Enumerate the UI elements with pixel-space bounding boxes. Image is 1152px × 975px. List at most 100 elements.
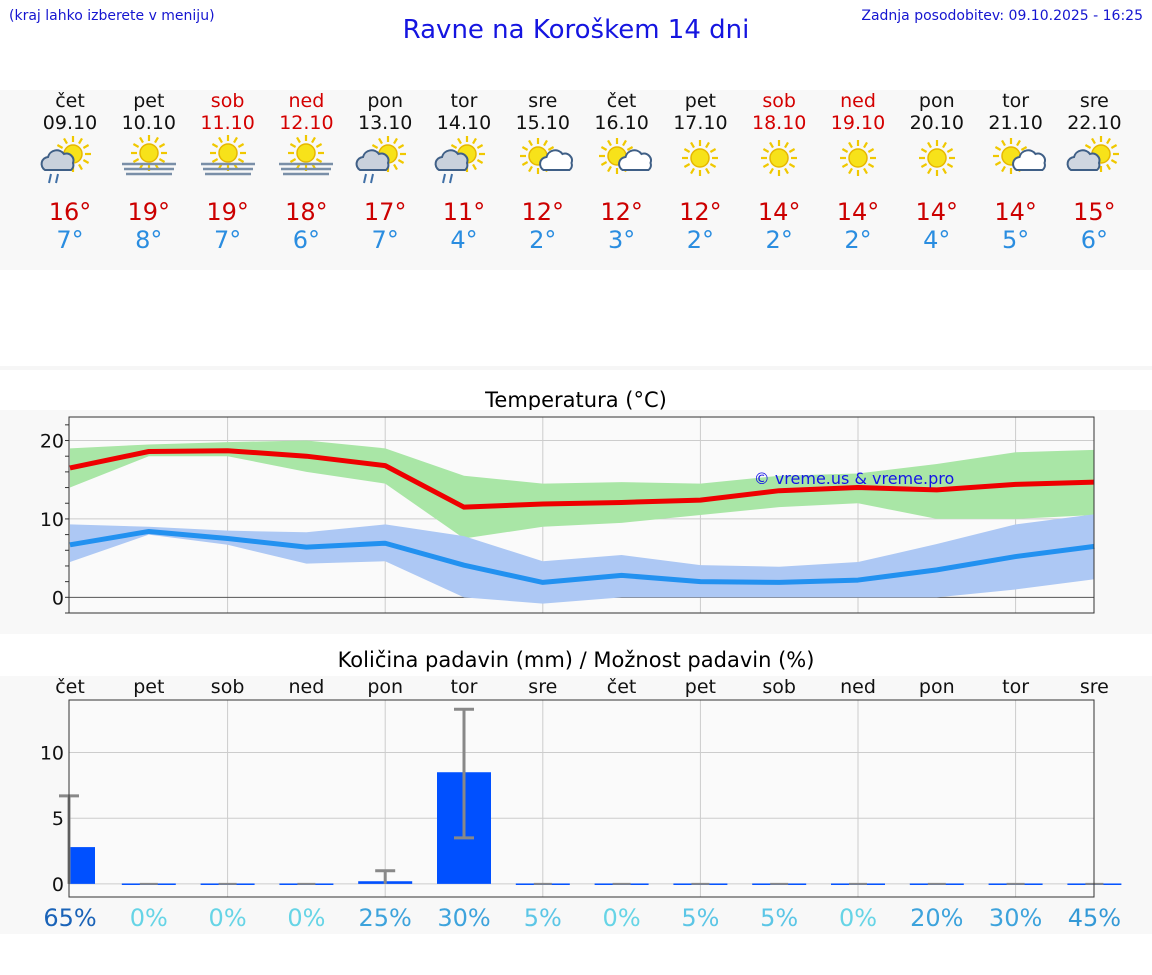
max-temp: 19°	[206, 198, 249, 226]
plot-frame	[68, 416, 1095, 614]
min-temp: 5°	[1001, 226, 1030, 254]
min-temp: 7°	[213, 226, 242, 254]
min-temp: 3°	[607, 226, 636, 254]
precip-day-label: tor	[450, 676, 478, 698]
precipitation-chart: 0 5 10	[40, 699, 1122, 898]
min-temp: 8°	[135, 226, 163, 254]
min-temp: 7°	[371, 226, 399, 254]
precip-day-label: pon	[367, 676, 404, 698]
precip-probability: 5%	[523, 904, 562, 932]
day-date: 14.10	[436, 112, 492, 134]
precip-probability: 45%	[1067, 904, 1122, 932]
sun-icon	[682, 140, 719, 176]
y-tick-label: 5	[52, 808, 64, 830]
max-temp: 15°	[1073, 198, 1116, 226]
sun-small-cloud-icon	[992, 138, 1046, 174]
temperature-chart: 0 10 20 © vreme.us & vreme.pro	[40, 416, 1095, 614]
temp-chart-title: Temperatura (°C)	[485, 388, 667, 412]
page-title: Ravne na Koroškem 14 dni	[402, 15, 750, 45]
day-name: sob	[762, 90, 796, 112]
day-name: sre	[1079, 90, 1109, 112]
day-name: tor	[1002, 90, 1030, 112]
precip-probability: 0%	[129, 904, 168, 932]
sun-cloud-rain-icon	[40, 136, 91, 184]
min-temp: 6°	[1080, 226, 1109, 254]
min-temp: 4°	[923, 226, 951, 254]
precip-day-label: sre	[528, 676, 558, 698]
precip-day-label: pet	[684, 676, 716, 698]
plot-area	[69, 700, 1094, 897]
max-temp: 14°	[994, 198, 1037, 226]
day-name: ned	[288, 90, 325, 112]
forecast-band	[0, 90, 1152, 270]
sun-icon	[761, 140, 798, 176]
precip-day-label: čet	[606, 676, 637, 698]
y-tick-label: 10	[40, 509, 64, 531]
precip-day-label: ned	[840, 676, 876, 698]
max-temp: 14°	[915, 198, 959, 226]
y-tick-label: 20	[40, 431, 64, 453]
max-temp: 12°	[521, 198, 565, 226]
day-date: 11.10	[200, 112, 255, 134]
day-date: 12.10	[279, 112, 334, 134]
precip-chart-title: Količina padavin (mm) / Možnost padavin …	[337, 648, 815, 672]
day-name: čet	[606, 90, 637, 112]
y-tick-label: 0	[52, 874, 64, 896]
day-date: 22.10	[1067, 112, 1122, 134]
precip-day-label: sre	[1079, 676, 1109, 698]
day-name: tor	[450, 90, 478, 112]
precip-probability: 5%	[760, 904, 799, 932]
sun-small-cloud-icon	[519, 138, 573, 174]
day-date: 21.10	[988, 112, 1043, 134]
max-temp-line	[69, 448, 1095, 510]
day-name: pon	[918, 90, 955, 112]
precip-probability: 20%	[910, 904, 964, 932]
separator-band	[0, 366, 1152, 370]
max-temp: 16°	[48, 198, 92, 226]
max-temp: 14°	[836, 198, 880, 226]
precip-probability: 0%	[287, 904, 326, 932]
precip-day-label: pet	[133, 676, 165, 698]
day-name: pet	[684, 90, 716, 112]
precip-day-label: tor	[1002, 676, 1030, 698]
last-update: Zadnja posodobitev: 09.10.2025 - 16:25	[861, 8, 1143, 24]
min-temp: 7°	[56, 226, 84, 254]
precip-probability: 25%	[358, 904, 412, 932]
day-date: 10.10	[121, 112, 176, 134]
precip-probability: 0%	[208, 904, 247, 932]
day-date: 19.10	[830, 112, 886, 134]
max-temp: 14°	[757, 198, 801, 226]
max-temp: 12°	[679, 198, 722, 226]
precip-day-label: čet	[55, 676, 85, 698]
precip-probability: 5%	[681, 904, 720, 932]
max-temp: 12°	[600, 198, 643, 226]
sun-cloud-icon	[1066, 136, 1120, 172]
day-date: 16.10	[594, 112, 649, 134]
day-date: 18.10	[751, 112, 807, 134]
watermark: © vreme.us & vreme.pro	[754, 469, 955, 488]
sun-fog-icon	[121, 135, 176, 176]
min-temp: 4°	[450, 226, 478, 254]
min-temp: 2°	[844, 226, 872, 254]
day-date: 09.10	[42, 112, 98, 134]
sun-icon	[918, 140, 955, 176]
precip-probability: 65%	[43, 904, 97, 932]
location-hint[interactable]: (kraj lahko izberete v meniju)	[9, 8, 215, 24]
sun-fog-icon	[200, 135, 255, 176]
day-name: čet	[55, 90, 85, 112]
day-name: ned	[840, 90, 876, 112]
day-date: 17.10	[673, 112, 728, 134]
day-name: pet	[133, 90, 165, 112]
sun-cloud-rain-icon	[434, 136, 485, 184]
y-tick-label: 0	[52, 587, 64, 609]
day-name: pon	[367, 90, 404, 112]
precip-day-label: sob	[762, 676, 796, 698]
precip-probability: 0%	[838, 904, 878, 932]
min-temp: 6°	[292, 226, 321, 254]
precip-probability: 0%	[602, 904, 641, 932]
y-tick-label: 10	[40, 743, 64, 765]
day-date: 20.10	[909, 112, 964, 134]
sun-fog-icon	[279, 135, 334, 176]
sun-cloud-rain-icon	[355, 136, 407, 184]
max-temp: 11°	[442, 198, 486, 226]
